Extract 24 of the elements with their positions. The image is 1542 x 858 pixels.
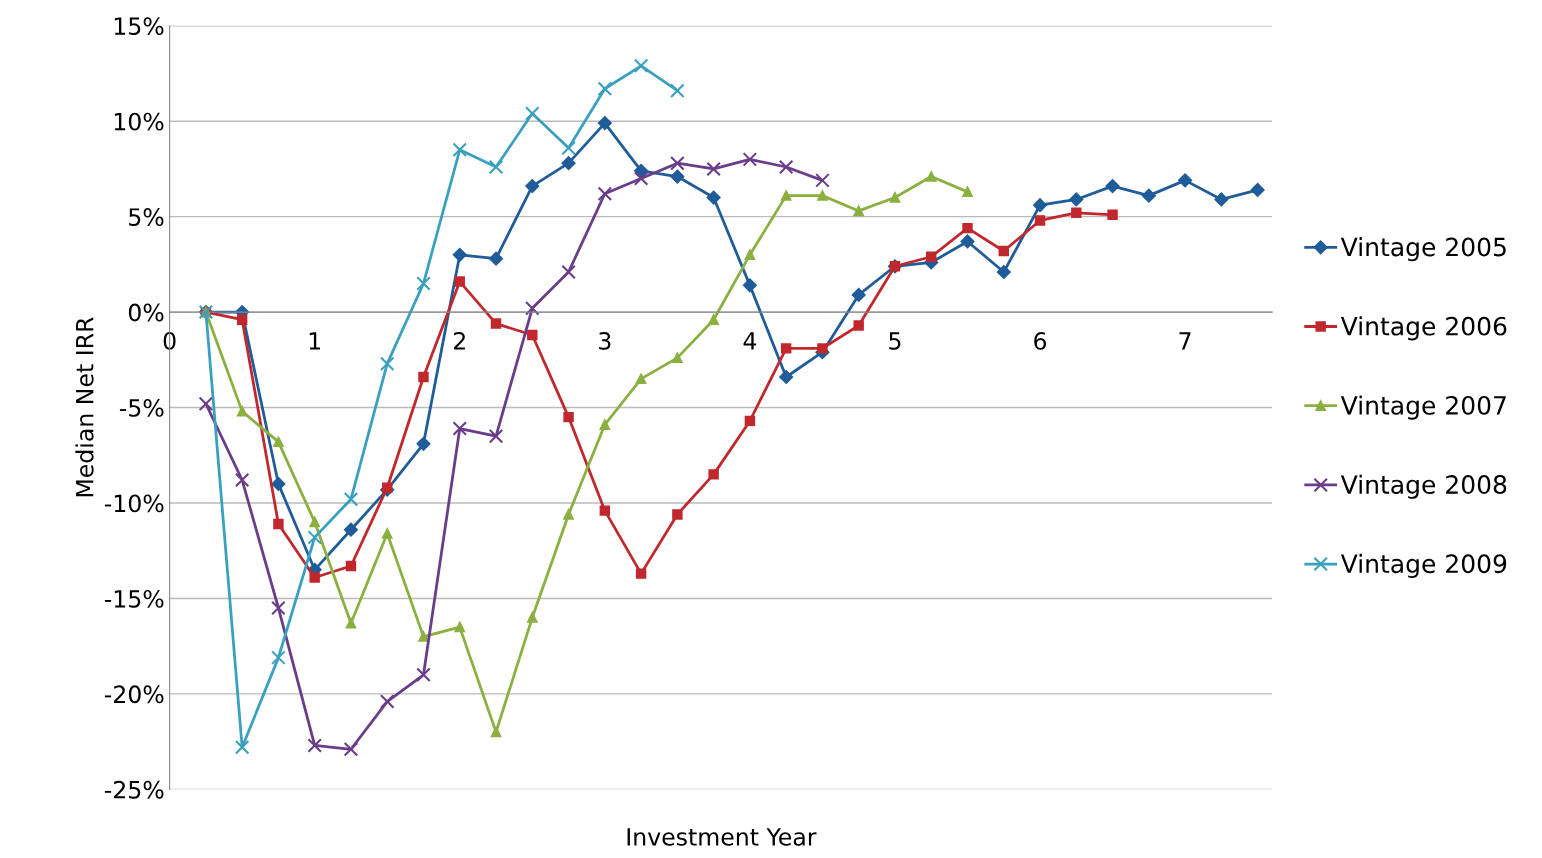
x-tick-label: 1	[309, 332, 321, 350]
x-tick-label: 3	[599, 331, 611, 350]
y-tick-label: -10%	[104, 494, 164, 513]
x-tick-label: 6	[1034, 331, 1047, 350]
y-tick-label: -5%	[119, 399, 164, 417]
y-tick-label: 0%	[128, 303, 164, 322]
legend-label: Vintage 2009	[1340, 553, 1507, 579]
legend-label: Vintage 2007	[1340, 395, 1506, 420]
legend-label: Vintage 2005	[1340, 237, 1506, 262]
x-axis-title: Investment Year	[627, 828, 817, 846]
y-tick-label: 10%	[114, 112, 164, 131]
legend-label: Vintage 2008	[1340, 474, 1507, 499]
y-tick-label: 5%	[129, 208, 164, 226]
y-tick-label: 15%	[114, 17, 164, 36]
y-tick-label: -15%	[104, 589, 164, 608]
y-tick-label: -20%	[104, 685, 164, 704]
y-tick-label: -25%	[104, 780, 164, 799]
x-tick-label: 5	[889, 332, 901, 350]
x-tick-label: 7	[1179, 332, 1191, 350]
legend-label: Vintage 2006	[1340, 316, 1507, 341]
y-axis-title: Median Net IRR	[75, 317, 94, 497]
x-tick-label: 2	[453, 331, 465, 350]
x-tick-label: 4	[743, 332, 757, 350]
x-tick-label: 0	[163, 331, 176, 350]
